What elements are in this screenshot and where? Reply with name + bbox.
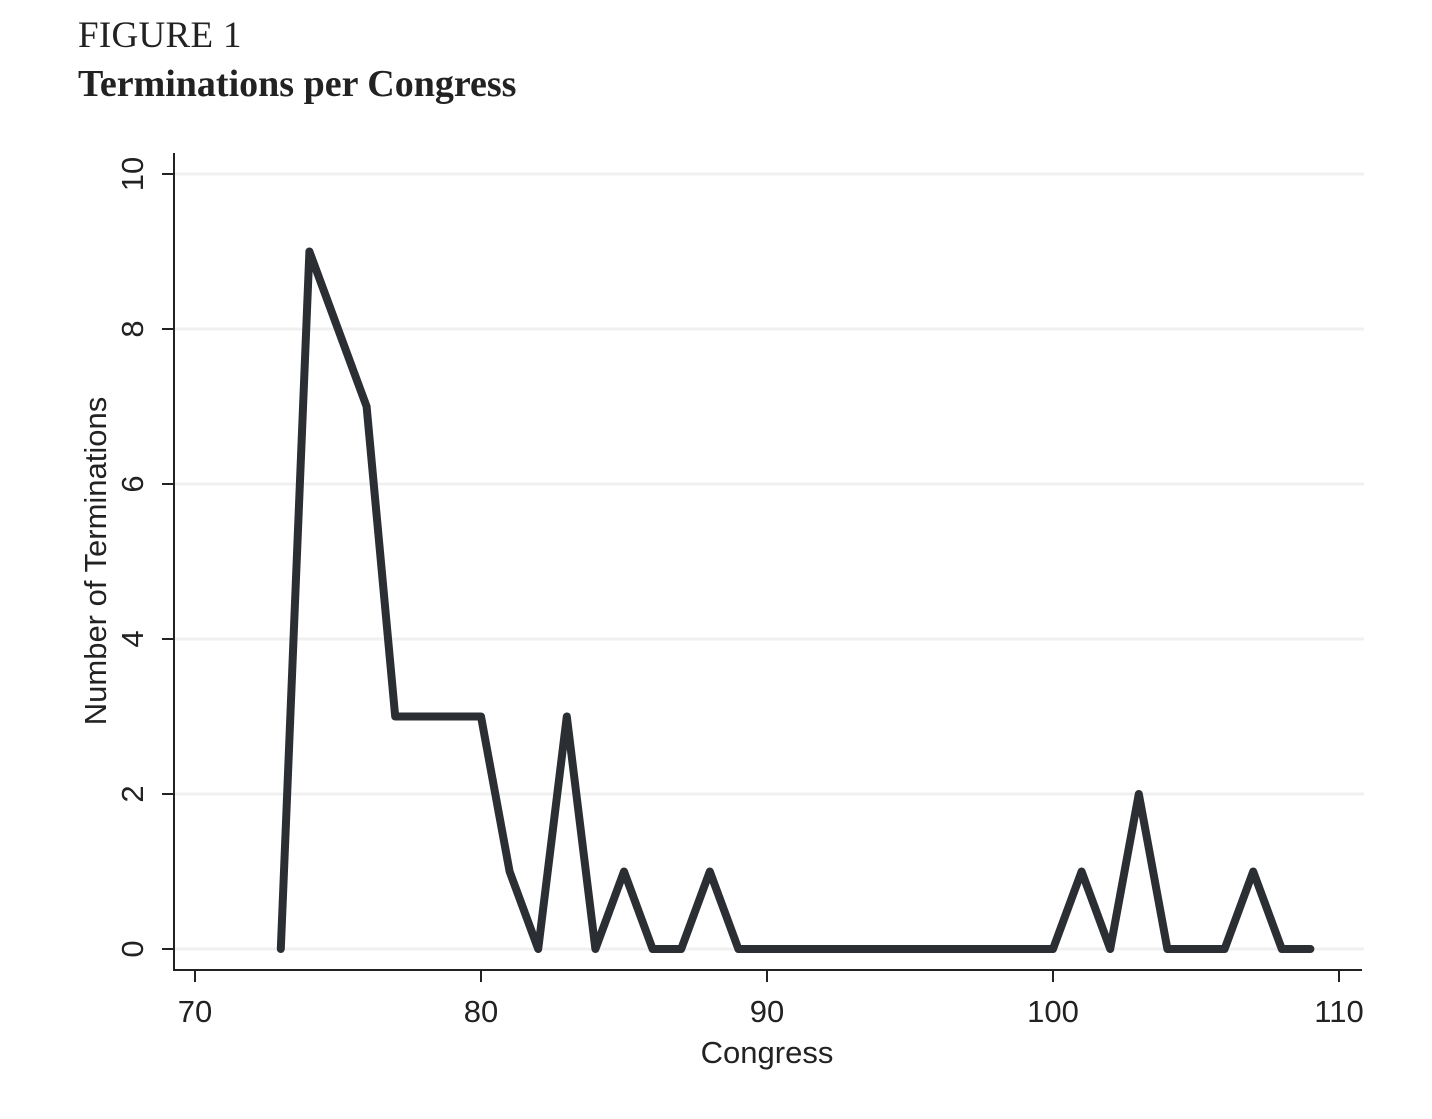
x-tick-label-110: 110 [1314, 994, 1363, 1029]
x-tick-label-90: 90 [750, 994, 784, 1029]
series-line-0 [276, 247, 1315, 953]
y-tick-label-0: 0 [115, 940, 150, 957]
tick-labels: 0 2 4 6 8 10 70 80 90 100 110 [115, 157, 1364, 1029]
y-tick-label-2: 2 [115, 785, 150, 802]
figure-title: Terminations per Congress [78, 63, 517, 105]
figure-label: FIGURE 1 [78, 15, 242, 56]
x-tick-label-80: 80 [464, 994, 498, 1029]
y-tick-label-6: 6 [115, 475, 150, 492]
axes [162, 153, 1362, 982]
x-axis-label: Congress [701, 1035, 834, 1070]
x-tick-label-70: 70 [178, 994, 212, 1029]
y-tick-label-8: 8 [115, 320, 150, 337]
y-axis-label: Number of Terminations [78, 397, 113, 726]
series-layer [276, 247, 1315, 953]
y-tick-label-10: 10 [115, 157, 150, 191]
gridlines [174, 172, 1364, 951]
x-tick-label-100: 100 [1027, 994, 1079, 1029]
y-tick-label-4: 4 [115, 630, 150, 647]
